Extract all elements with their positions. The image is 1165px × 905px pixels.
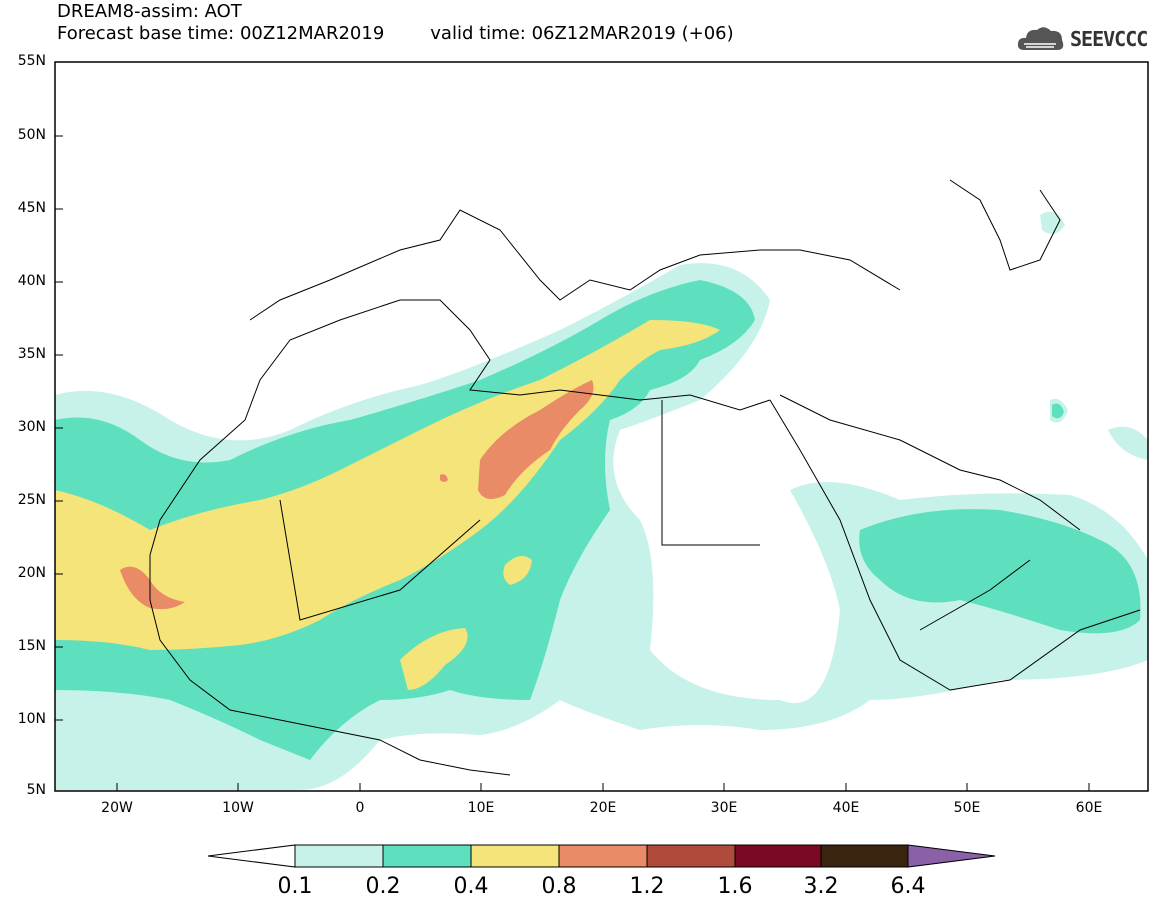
colorbar-bin-7 <box>820 844 909 868</box>
lon-label: 20E <box>589 800 617 816</box>
map-title: DREAM8-assim: AOT <box>57 1 242 22</box>
colorbar <box>207 844 996 868</box>
lat-label: 50N <box>17 127 46 143</box>
lon-label: 30E <box>710 800 738 816</box>
colorbar-bin-4 <box>558 844 648 868</box>
coastline-north-africa <box>149 299 771 556</box>
aot-fields <box>55 211 1148 790</box>
aot-contour-0.8 <box>440 474 448 482</box>
aot-contour-0.8 <box>478 380 594 499</box>
coastline-west-africa <box>149 555 511 776</box>
lat-label: 35N <box>17 346 46 362</box>
logo-text: SEEVCCC <box>1070 27 1148 51</box>
colorbar-bin-1 <box>294 844 384 868</box>
lat-label: 20N <box>17 565 46 581</box>
aot-contour-0.1 <box>1040 211 1065 234</box>
colorbar-label: 1.6 <box>717 874 753 899</box>
axis-ticks <box>55 61 1090 792</box>
colorbar-label: 0.4 <box>453 874 489 899</box>
colorbar-low-arrow <box>207 844 296 868</box>
border-libya-egypt <box>661 400 760 546</box>
lat-label: 30N <box>17 419 46 435</box>
base-time: Forecast base time: 00Z12MAR2019 <box>57 23 385 44</box>
colorbar-label: 0.1 <box>277 874 313 899</box>
lat-label: 10N <box>17 711 46 727</box>
lat-label: 40N <box>17 273 46 289</box>
lat-label: 55N <box>17 53 46 69</box>
border-algeria-mali <box>279 499 481 621</box>
colorbar-bin-2 <box>382 844 472 868</box>
lon-label: 0 <box>355 800 365 816</box>
lon-label: 40E <box>832 800 860 816</box>
colorbar-label: 1.2 <box>629 874 665 899</box>
cloud-icon <box>1017 27 1064 50</box>
lon-label: 60E <box>1075 800 1103 816</box>
border-saudi-yemen <box>919 559 1031 631</box>
aot-contour-0.1 <box>1108 426 1148 460</box>
colorbar-label: 3.2 <box>803 874 839 899</box>
lat-label: 25N <box>17 492 46 508</box>
coastline-red-sea <box>769 399 1141 691</box>
aot-contour-0.4 <box>400 628 468 690</box>
colorbar-label: 0.2 <box>365 874 401 899</box>
colorbar-label: 6.4 <box>890 874 926 899</box>
coastline-arabia <box>779 394 1081 531</box>
colorbar-bin-6 <box>734 844 822 868</box>
lon-label: 10W <box>222 800 254 816</box>
lon-label: 10E <box>467 800 495 816</box>
lat-label: 45N <box>17 200 46 216</box>
aot-contour-0.2 <box>859 509 1141 634</box>
colorbar-bin-3 <box>470 844 560 868</box>
coastline-europe <box>249 209 901 321</box>
colorbar-label: 0.8 <box>541 874 577 899</box>
colorbar-high-arrow <box>907 844 996 868</box>
lat-label: 5N <box>26 782 46 798</box>
coastline-caspian <box>949 179 1061 271</box>
seevccc-logo: SEEVCCC <box>1016 22 1156 56</box>
lon-label: 20W <box>101 800 133 816</box>
lat-label: 15N <box>17 638 46 654</box>
aot-contour-0.2 <box>1052 403 1064 419</box>
aot-contour-0.8 <box>120 566 185 610</box>
map-frame <box>54 61 1149 792</box>
valid-time: valid time: 06Z12MAR2019 (+06) <box>430 23 734 44</box>
colorbar-bin-5 <box>646 844 736 868</box>
map-subtitle: Forecast base time: 00Z12MAR2019 valid ti… <box>57 24 734 44</box>
aot-contour-0.4 <box>503 556 532 585</box>
lon-label: 50E <box>953 800 981 816</box>
coastlines <box>149 179 1141 776</box>
